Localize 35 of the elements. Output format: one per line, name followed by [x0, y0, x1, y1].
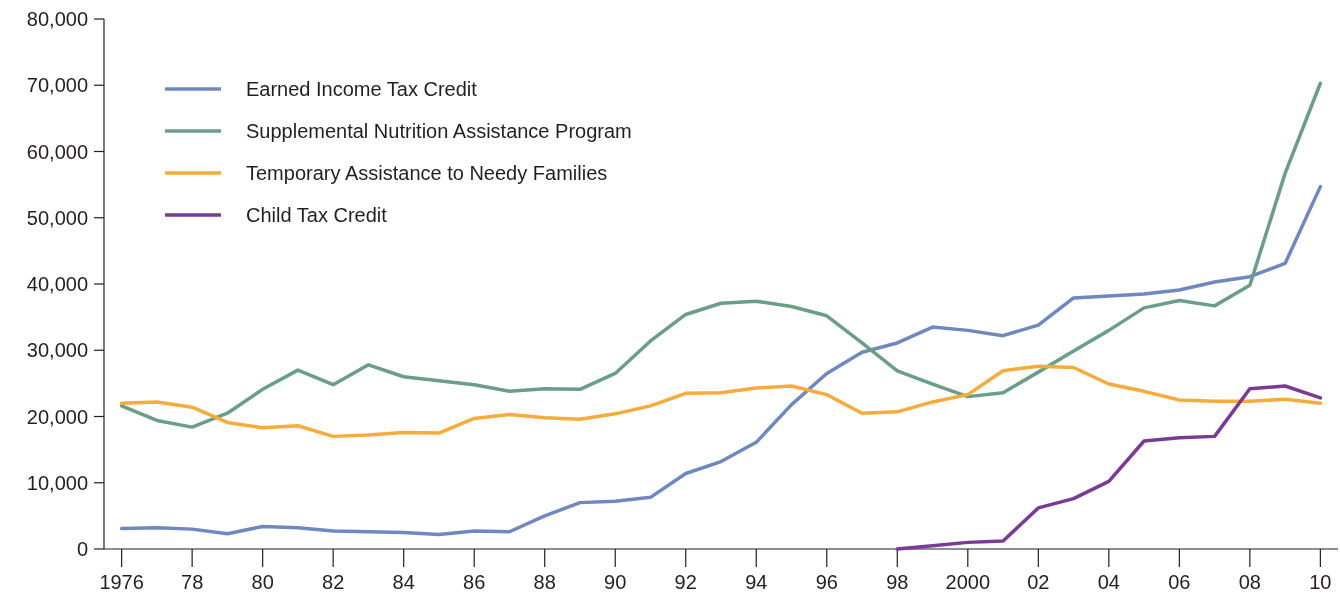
x-tick-label: 92: [674, 571, 697, 593]
x-tick-label: 04: [1097, 571, 1120, 593]
x-tick-label: 96: [815, 571, 838, 593]
x-tick-label: 94: [745, 571, 768, 593]
legend-label: Temporary Assistance to Needy Families: [246, 162, 608, 184]
y-tick-label: 60,000: [26, 140, 88, 163]
x-tick-label: 1976: [99, 571, 144, 593]
x-tick-label: 06: [1168, 571, 1191, 593]
y-tick-label: 30,000: [26, 339, 88, 362]
line-series: [119, 364, 1323, 439]
x-tick-label: 84: [392, 571, 415, 593]
line-series: [119, 184, 1323, 537]
y-tick-label: 80,000: [26, 8, 88, 30]
x-tick-label: 2000: [945, 571, 991, 593]
y-tick-label: 70,000: [26, 74, 88, 97]
x-tick-label: 90: [604, 571, 627, 593]
line-series: [119, 81, 1323, 429]
legend-label: Earned Income Tax Credit: [246, 78, 478, 100]
y-tick-label: 50,000: [26, 206, 88, 229]
x-tick-label: 82: [322, 571, 345, 593]
x-tick-label: 02: [1027, 571, 1050, 593]
x-tick-label: 86: [463, 571, 486, 593]
y-tick-label: 0: [76, 538, 88, 560]
x-tick-label: 88: [533, 571, 556, 593]
legend-label: Supplemental Nutrition Assistance Program: [246, 120, 632, 142]
y-tick-label: 40,000: [26, 273, 88, 295]
y-tick-label: 20,000: [26, 405, 88, 428]
x-tick-label: 98: [886, 571, 909, 593]
x-tick-label: 08: [1238, 571, 1261, 593]
x-tick-label: 78: [181, 571, 204, 593]
line-series: [895, 384, 1323, 551]
x-tick-label: 10: [1309, 571, 1332, 593]
y-tick-label: 10,000: [26, 471, 88, 494]
legend-label: Child Tax Credit: [246, 204, 388, 226]
x-tick-label: 80: [251, 571, 274, 593]
